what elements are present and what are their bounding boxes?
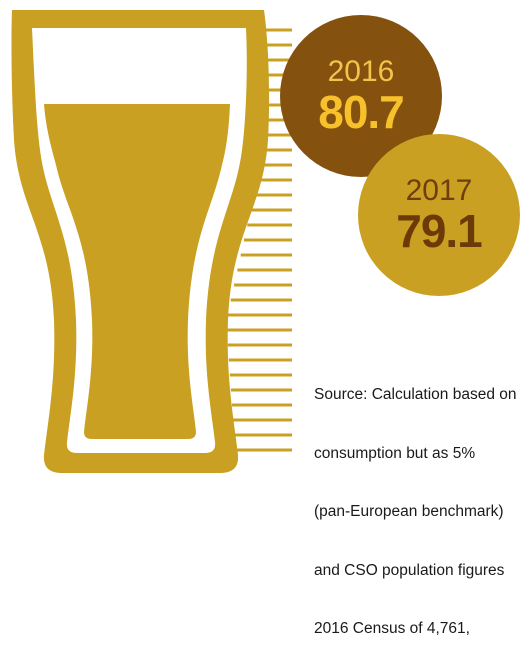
measure-ticks — [226, 28, 292, 452]
value-2016: 80.7 — [318, 86, 405, 138]
source-line: 2016 Census of 4,761, — [314, 620, 470, 637]
source-line: consumption but as 5% — [314, 444, 476, 462]
source-line: Source: Calculation based on — [314, 386, 517, 403]
value-2017: 79.1 — [396, 205, 483, 257]
source-line: (pan-European benchmark) — [314, 503, 504, 520]
pint-glass-icon — [11, 10, 292, 473]
beer-liquid — [44, 104, 230, 439]
year-label-2016: 2016 — [327, 55, 395, 88]
year-label-2017: 2017 — [405, 174, 473, 207]
source-note: Source: Calculation based on consumption… — [314, 346, 522, 658]
source-line: and CSO population figures — [314, 561, 505, 579]
reading-2017-circle: 2017 79.1 — [358, 134, 520, 296]
